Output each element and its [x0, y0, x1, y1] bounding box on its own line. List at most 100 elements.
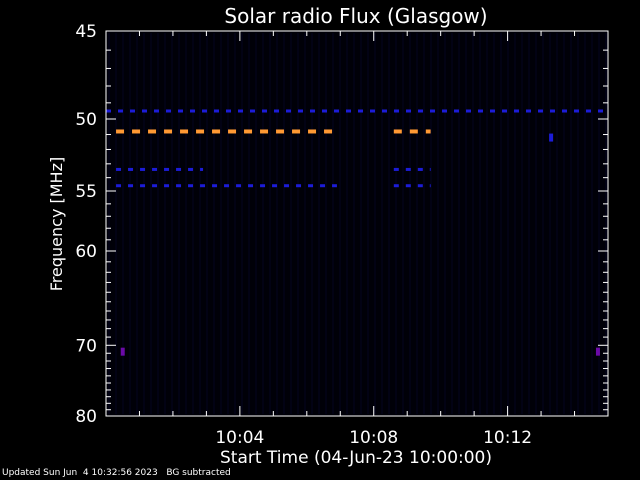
y-tick-label: 80 — [75, 407, 97, 427]
band-segment — [478, 109, 483, 113]
band-segment — [202, 109, 207, 113]
band-segment — [142, 109, 147, 113]
band-segment — [260, 129, 269, 134]
band-segment — [286, 109, 291, 113]
band-segment — [370, 109, 375, 113]
band-segment — [132, 129, 141, 134]
band-segment — [442, 109, 447, 113]
band-segment — [394, 109, 399, 113]
band-segment — [324, 129, 333, 134]
band-segment — [405, 184, 411, 188]
band-segment — [140, 184, 146, 188]
band-segment — [502, 109, 507, 113]
band-segment — [417, 184, 423, 188]
y-tick-label: 50 — [75, 110, 97, 130]
x-axis: 10:04 10:08 10:12 — [138, 31, 576, 448]
band-segment — [196, 129, 205, 134]
band-segment — [334, 109, 339, 113]
footer: Updated Sun Jun 4 10:32:56 2023 BG subtr… — [2, 468, 231, 478]
band-segment — [393, 184, 399, 188]
band-segment — [310, 109, 315, 113]
band-segment — [106, 109, 111, 113]
band-segment — [212, 129, 221, 134]
band-segment — [298, 109, 303, 113]
band-segment — [238, 109, 243, 113]
band-segment — [188, 167, 194, 171]
band-segment — [272, 184, 278, 188]
band-segment — [393, 129, 402, 134]
band-segment — [236, 184, 242, 188]
band-segment — [148, 129, 157, 134]
band-segment — [429, 184, 431, 188]
band-segment — [382, 109, 387, 113]
band-segment — [430, 109, 435, 113]
band-segment — [164, 184, 170, 188]
band-segment — [164, 129, 173, 134]
band-segment — [164, 167, 170, 171]
y-axis-label: Frequency [MHz] — [47, 157, 66, 291]
chart-title: Solar radio Flux (Glasgow) — [224, 4, 487, 28]
band-segment — [292, 129, 301, 134]
emission-point — [595, 347, 600, 356]
band-segment — [308, 184, 314, 188]
band-segment — [128, 167, 134, 171]
band-segment — [152, 184, 158, 188]
plot-area — [106, 31, 608, 416]
x-tick-label: 10:08 — [349, 428, 398, 448]
band-segment — [418, 109, 423, 113]
band-segment — [332, 184, 337, 188]
band-segment — [514, 109, 519, 113]
y-tick-label: 45 — [75, 22, 97, 42]
band-segment — [417, 167, 423, 171]
band-segment — [320, 184, 326, 188]
emission-bands — [106, 109, 603, 188]
band-segment — [466, 109, 471, 113]
band-segment — [274, 109, 279, 113]
band-segment — [224, 184, 230, 188]
band-segment — [574, 109, 579, 113]
update-timestamp: Updated Sun Jun 4 10:32:56 2023 — [2, 468, 158, 478]
band-segment — [562, 109, 567, 113]
background-noise — [108, 33, 607, 414]
band-segment — [200, 167, 204, 171]
bg-note: BG subtracted — [166, 468, 231, 478]
plot-frame — [105, 30, 609, 417]
band-segment — [322, 109, 327, 113]
band-segment — [405, 167, 411, 171]
band-segment — [116, 184, 122, 188]
x-axis-label: Start Time (04-Jun-23 10:00:00) — [220, 448, 492, 468]
emission-point — [120, 347, 125, 356]
band-segment — [406, 109, 411, 113]
y-tick-label: 70 — [75, 336, 97, 356]
band-segment — [188, 184, 194, 188]
band-segment — [586, 109, 591, 113]
band-segment — [490, 109, 495, 113]
band-segment — [226, 109, 231, 113]
x-tick-label: 10:12 — [483, 428, 532, 448]
band-segment — [526, 109, 531, 113]
band-segment — [454, 109, 459, 113]
emission-point — [549, 133, 554, 142]
band-segment — [228, 129, 237, 134]
band-segment — [276, 129, 285, 134]
band-segment — [346, 109, 351, 113]
y-axis: 45 50 55 60 70 80 — [75, 22, 608, 427]
band-segment — [284, 184, 290, 188]
band-segment — [262, 109, 267, 113]
band-segment — [176, 184, 182, 188]
band-segment — [180, 129, 189, 134]
band-segment — [140, 167, 146, 171]
emission-points — [120, 133, 600, 356]
y-tick-label: 55 — [75, 182, 97, 202]
band-segment — [130, 109, 135, 113]
band-segment — [393, 167, 399, 171]
band-segment — [409, 129, 418, 134]
band-segment — [154, 109, 159, 113]
band-segment — [538, 109, 543, 113]
band-segment — [178, 109, 183, 113]
band-segment — [308, 129, 317, 134]
band-segment — [212, 184, 218, 188]
band-segment — [116, 167, 122, 171]
band-segment — [296, 184, 302, 188]
